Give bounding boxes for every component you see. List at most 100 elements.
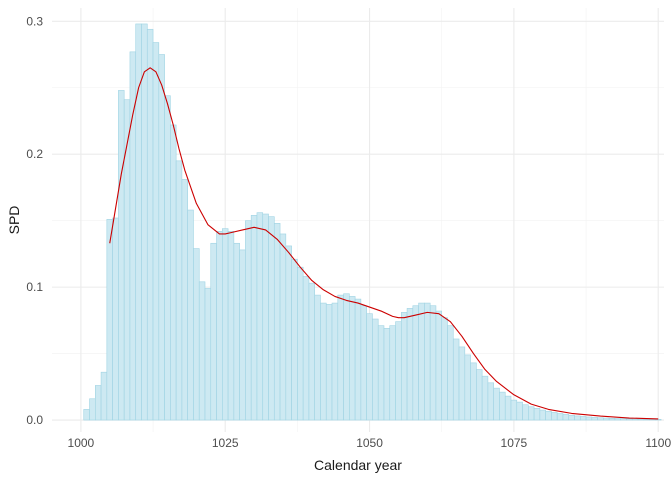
spd-bar	[118, 90, 125, 421]
density-line-layer	[109, 67, 659, 420]
y-axis-title: SPD	[6, 206, 22, 235]
spd-bar	[383, 328, 391, 421]
spd-bar	[268, 216, 275, 421]
spd-bar	[620, 418, 627, 421]
spd-bar	[545, 411, 552, 421]
spd-bar	[308, 282, 315, 421]
spd-bar	[562, 414, 570, 421]
spd-bar	[170, 124, 177, 421]
x-tick-label: 1000	[68, 436, 95, 450]
spd-bar	[112, 217, 119, 421]
histogram-bars	[83, 23, 662, 421]
spd-bar	[458, 346, 466, 421]
spd-bar	[395, 321, 402, 421]
spd-bar	[227, 230, 235, 421]
spd-bar	[389, 325, 396, 421]
spd-bar	[291, 258, 298, 421]
spd-bar	[493, 387, 500, 421]
spd-bar	[198, 281, 206, 421]
spd-bar	[643, 418, 650, 421]
spd-bar	[510, 399, 518, 421]
spd-bar	[239, 249, 246, 421]
spd-bar	[210, 242, 217, 421]
spd-bar	[476, 369, 483, 421]
spd-bar	[158, 54, 165, 421]
spd-bar	[464, 354, 471, 421]
y-tick-label: 0.0	[26, 413, 43, 427]
spd-bar	[603, 417, 610, 421]
spd-bar	[349, 296, 356, 421]
spd-bar	[406, 308, 414, 421]
y-axis-tick-labels: 0.0 0.1 0.2 0.3	[26, 14, 43, 427]
spd-bar	[262, 213, 269, 421]
spd-bar	[106, 219, 113, 421]
spd-bar	[447, 325, 454, 421]
y-tick-label: 0.3	[26, 14, 43, 28]
spd-bar	[377, 325, 385, 421]
spd-bar	[279, 233, 287, 421]
spd-bar	[152, 42, 160, 421]
spd-bar	[504, 395, 512, 421]
spd-bar	[360, 305, 367, 421]
spd-bar	[597, 417, 604, 421]
spd-bar	[331, 302, 339, 421]
spd-bar	[499, 391, 506, 421]
spd-bar	[591, 417, 598, 421]
x-tick-label: 1075	[501, 436, 528, 450]
spd-bar	[533, 408, 541, 421]
spd-bar	[452, 338, 460, 421]
spd-bar	[141, 23, 148, 421]
spd-bar	[539, 409, 546, 421]
spd-bar	[614, 418, 621, 421]
spd-bar	[95, 385, 102, 421]
spd-bar	[401, 312, 408, 421]
spd-bar	[164, 95, 171, 421]
x-tick-label: 1050	[356, 436, 383, 450]
spd-bar	[441, 317, 448, 421]
y-tick-label: 0.2	[26, 147, 43, 161]
spd-bar	[89, 398, 96, 421]
x-axis-title: Calendar year	[314, 457, 402, 473]
spd-bar	[354, 298, 362, 421]
spd-bar	[481, 375, 489, 421]
spd-bar	[551, 412, 558, 421]
spd-bar	[522, 404, 529, 421]
x-axis-tick-labels: 1000 1025 1050 1075 1100	[68, 436, 672, 450]
spd-bar	[528, 406, 535, 421]
spd-bar	[123, 99, 131, 421]
spd-bar	[343, 293, 350, 421]
spd-bar	[556, 413, 564, 421]
spd-bar	[297, 266, 304, 421]
spd-bar	[608, 418, 616, 421]
spd-bar	[222, 228, 229, 421]
spd-bar	[649, 419, 656, 421]
spd-bar	[193, 248, 200, 421]
spd-bar	[100, 371, 108, 421]
spd-bar	[418, 302, 425, 421]
x-tick-label: 1100	[645, 436, 671, 450]
density-line	[109, 67, 659, 420]
spd-bar	[204, 288, 212, 421]
spd-bar	[314, 294, 321, 421]
spd-bar	[250, 215, 258, 421]
spd-bar	[273, 223, 281, 421]
spd-bar	[424, 302, 431, 421]
spd-bar	[187, 209, 194, 421]
spd-bar	[579, 416, 587, 421]
spd-bar	[655, 419, 662, 421]
spd-bar	[320, 302, 327, 421]
spd-bar	[233, 242, 240, 421]
spd-bar	[585, 416, 593, 421]
spd-bar	[568, 414, 575, 421]
x-tick-label: 1025	[212, 436, 239, 450]
spd-bar	[429, 305, 437, 421]
spd-bar	[302, 276, 310, 421]
spd-bar	[245, 220, 252, 421]
spd-bar	[637, 418, 645, 421]
spd-bar	[256, 212, 264, 421]
spd-bar	[487, 382, 494, 421]
spd-bar	[516, 401, 523, 421]
spd-bar	[181, 179, 188, 421]
spd-bar	[285, 245, 292, 421]
